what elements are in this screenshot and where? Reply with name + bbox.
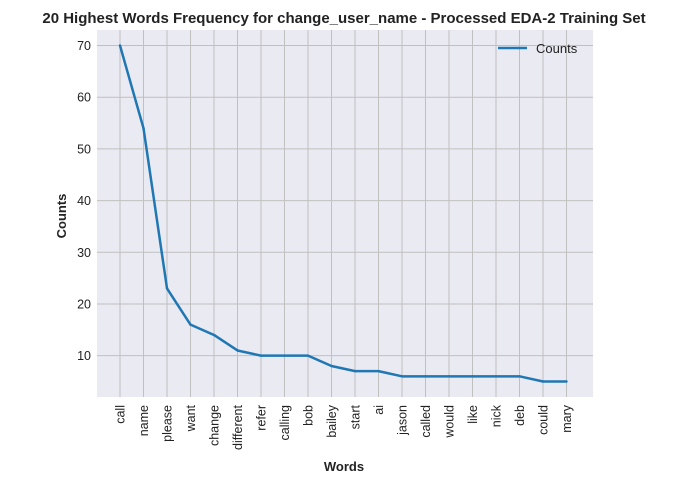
data-point bbox=[330, 364, 333, 368]
legend: Counts bbox=[498, 41, 578, 56]
x-tick-label: different bbox=[231, 404, 245, 449]
data-point bbox=[142, 127, 145, 130]
data-point bbox=[565, 380, 568, 383]
counts-series-line bbox=[118, 45, 567, 383]
x-tick-label: start bbox=[349, 404, 363, 429]
data-point bbox=[165, 287, 169, 290]
chart-title: 20 Highest Words Frequency for change_us… bbox=[42, 10, 645, 27]
x-tick-label: call bbox=[114, 405, 128, 424]
x-tick-label: called bbox=[419, 405, 433, 438]
legend-label: Counts bbox=[536, 41, 578, 56]
x-tick-label: bob bbox=[302, 405, 316, 426]
data-point bbox=[236, 349, 239, 352]
y-axis-label: Counts bbox=[54, 194, 69, 239]
data-point bbox=[283, 354, 286, 357]
y-tick-label: 40 bbox=[77, 194, 91, 208]
x-tick-label: nick bbox=[490, 404, 504, 427]
x-tick-label: change bbox=[208, 405, 222, 446]
x-tick-label: like bbox=[466, 405, 480, 424]
data-point bbox=[447, 375, 451, 378]
data-point bbox=[353, 369, 357, 373]
plot-area bbox=[97, 30, 593, 397]
x-tick-labels: call name please want change different refer ca… bbox=[114, 404, 575, 450]
x-tick-label: calling bbox=[278, 405, 292, 440]
x-tick-label: jason bbox=[396, 405, 410, 436]
data-point bbox=[471, 375, 474, 378]
data-point bbox=[377, 369, 380, 373]
x-axis-label: Words bbox=[324, 459, 364, 474]
y-gridlines bbox=[97, 45, 593, 357]
x-tick-label: name bbox=[137, 405, 151, 436]
data-point bbox=[494, 375, 498, 378]
y-tick-labels: 10 20 30 40 50 60 70 bbox=[77, 39, 91, 363]
x-gridlines bbox=[119, 30, 567, 397]
x-tick-label: refer bbox=[255, 405, 269, 431]
x-tick-label: ai bbox=[372, 405, 386, 415]
y-tick-label: 60 bbox=[77, 91, 91, 105]
x-tick-label: bailey bbox=[325, 404, 339, 437]
data-point bbox=[518, 375, 521, 378]
y-tick-label: 20 bbox=[77, 297, 91, 311]
data-point bbox=[306, 354, 310, 357]
data-point bbox=[424, 375, 427, 378]
x-tick-label: mary bbox=[560, 404, 574, 433]
data-point bbox=[118, 44, 122, 47]
x-tick-label: want bbox=[184, 404, 198, 432]
data-point bbox=[189, 323, 192, 326]
data-point bbox=[212, 333, 216, 337]
data-point bbox=[400, 375, 404, 378]
y-tick-label: 50 bbox=[77, 142, 91, 156]
data-points bbox=[118, 44, 568, 383]
y-tick-label: 10 bbox=[77, 349, 91, 363]
data-point bbox=[541, 380, 545, 383]
x-tick-label: would bbox=[443, 405, 457, 439]
data-point bbox=[259, 354, 263, 357]
x-tick-label: please bbox=[161, 405, 175, 442]
x-tick-label: deb bbox=[513, 405, 527, 426]
y-tick-label: 30 bbox=[77, 246, 91, 260]
y-tick-label: 70 bbox=[77, 39, 91, 53]
x-tick-label: could bbox=[537, 405, 551, 435]
